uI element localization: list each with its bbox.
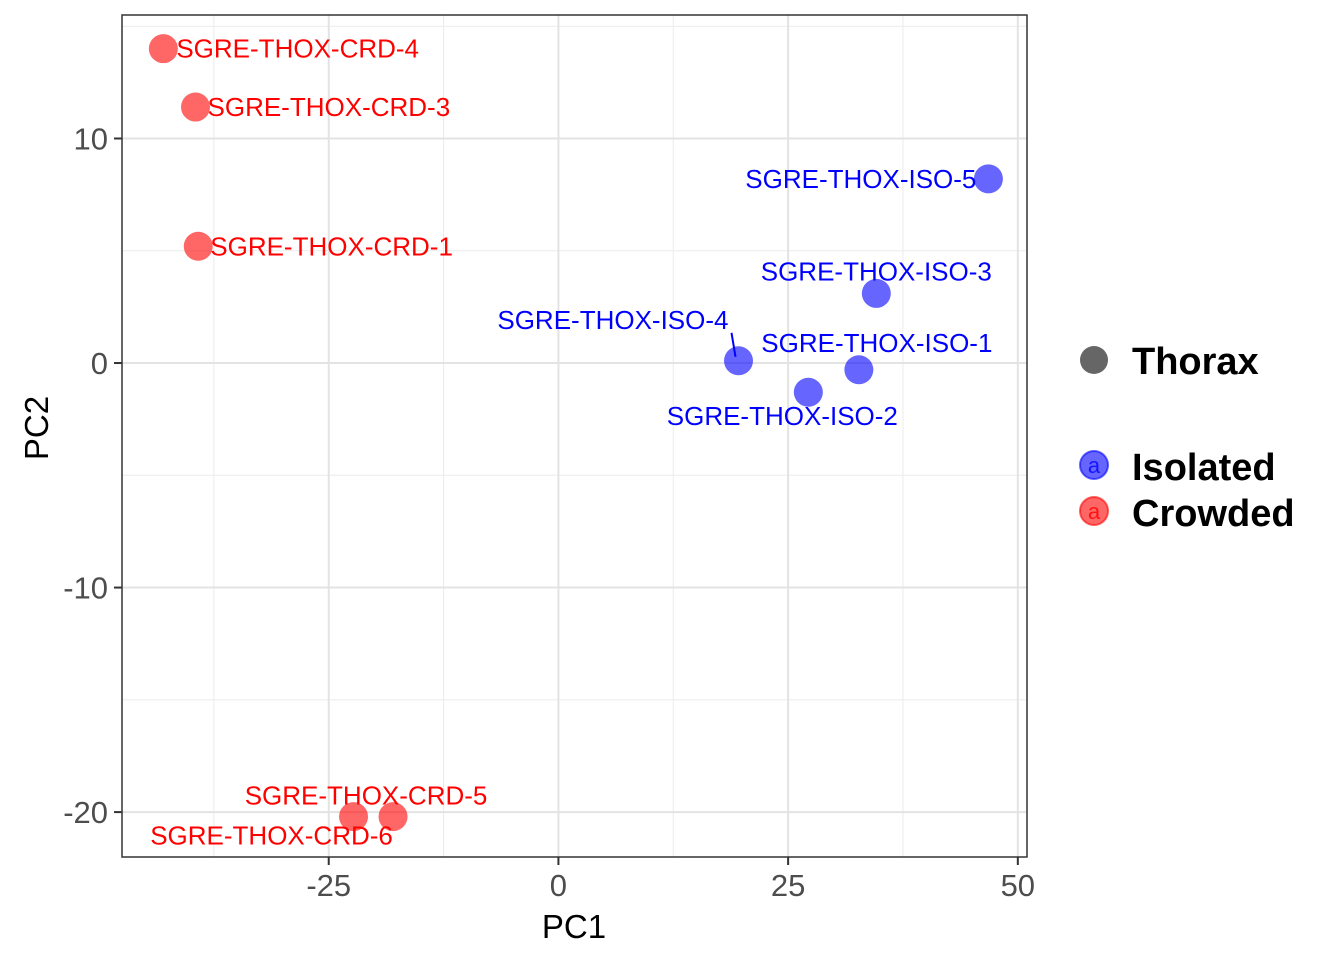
y-axis-title: PC2 xyxy=(18,396,55,460)
x-tick-label: 0 xyxy=(550,868,567,903)
label-sgre-thox-crd-6: SGRE-THOX-CRD-6 xyxy=(150,821,393,851)
point-sgre-thox-crd-5 xyxy=(378,802,408,832)
label-sgre-thox-iso-2: SGRE-THOX-ISO-2 xyxy=(667,401,898,431)
legend-isolated-key xyxy=(1079,450,1109,480)
point-sgre-thox-iso-3 xyxy=(861,278,891,308)
label-sgre-thox-iso-5: SGRE-THOX-ISO-5 xyxy=(745,164,976,194)
y-tick-label: -20 xyxy=(63,795,108,830)
label-sgre-thox-crd-4: SGRE-THOX-CRD-4 xyxy=(176,34,419,64)
point-sgre-thox-iso-5 xyxy=(973,164,1003,194)
y-tick-label: 0 xyxy=(91,346,108,381)
point-sgre-thox-iso-2 xyxy=(793,377,823,407)
label-sgre-thox-crd-5: SGRE-THOX-CRD-5 xyxy=(245,781,488,811)
point-sgre-thox-crd-4 xyxy=(148,34,178,64)
grid xyxy=(122,15,1027,857)
legend: Thorax a Isolated a Crowded xyxy=(1079,341,1295,535)
label-sgre-thox-iso-1: SGRE-THOX-ISO-1 xyxy=(761,328,992,358)
legend-isolated-label: Isolated xyxy=(1132,447,1276,489)
point-sgre-thox-crd-6 xyxy=(339,802,369,832)
legend-isolated-key-letter: a xyxy=(1088,453,1101,478)
legend-crowded-label: Crowded xyxy=(1132,493,1295,535)
legend-crowded-key xyxy=(1079,496,1109,526)
label-sgre-thox-crd-1: SGRE-THOX-CRD-1 xyxy=(210,231,453,261)
point-labels: SGRE-THOX-ISO-5 SGRE-THOX-ISO-3 SGRE-THOX-… xyxy=(150,34,992,851)
plot-panel-border xyxy=(121,14,1028,858)
label-sgre-thox-iso-3: SGRE-THOX-ISO-3 xyxy=(761,256,992,286)
x-tick-label: 25 xyxy=(771,868,805,903)
y-tick-label: 10 xyxy=(74,121,108,156)
label-sgre-thox-crd-3: SGRE-THOX-CRD-3 xyxy=(208,92,451,122)
legend-thorax-shape-key xyxy=(1080,346,1108,374)
point-sgre-thox-iso-4 xyxy=(724,346,754,376)
x-axis-title: PC1 xyxy=(542,908,606,945)
point-sgre-thox-crd-1 xyxy=(183,231,213,261)
legend-crowded-key-letter: a xyxy=(1088,499,1101,524)
data-points xyxy=(148,34,1003,832)
point-sgre-thox-crd-3 xyxy=(181,92,211,122)
label-sgre-thox-iso-4: SGRE-THOX-ISO-4 xyxy=(497,305,728,335)
point-sgre-thox-iso-1 xyxy=(844,355,874,385)
x-tick-label: 50 xyxy=(1001,868,1035,903)
legend-thorax-label: Thorax xyxy=(1132,341,1259,383)
x-tick-label: -25 xyxy=(306,868,351,903)
y-tick-label: -10 xyxy=(63,571,108,606)
axis-ticks: -25 0 25 50 -20 -10 0 10 xyxy=(63,121,1035,903)
